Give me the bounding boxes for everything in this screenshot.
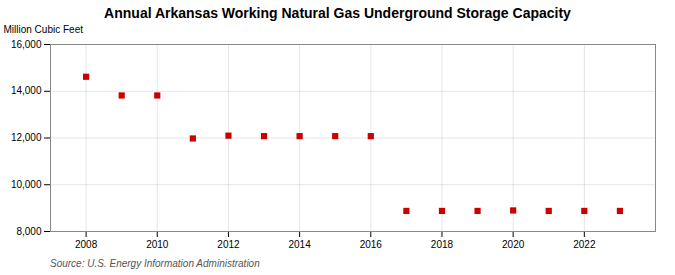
svg-text:2016: 2016 xyxy=(360,239,383,250)
svg-text:2008: 2008 xyxy=(75,239,98,250)
svg-text:2010: 2010 xyxy=(146,239,169,250)
svg-text:2018: 2018 xyxy=(431,239,454,250)
svg-text:14,000: 14,000 xyxy=(11,85,42,96)
html-text:Annual Arkansas Working Natura: Annual Arkansas Working Natural Gas Unde… xyxy=(104,5,571,21)
svg-text:2020: 2020 xyxy=(502,239,525,250)
svg-text:16,000: 16,000 xyxy=(11,39,42,50)
svg-text:12,000: 12,000 xyxy=(11,132,42,143)
html-text:Source: U.S. Energy Informatio: Source: U.S. Energy Information Administ… xyxy=(50,258,260,269)
svg-text:2022: 2022 xyxy=(573,239,596,250)
svg-text:10,000: 10,000 xyxy=(11,179,42,190)
svg-text:8,000: 8,000 xyxy=(16,226,41,237)
svg-text:2012: 2012 xyxy=(217,239,240,250)
svg-text:2014: 2014 xyxy=(288,239,311,250)
svg-text:Million Cubic Feet: Million Cubic Feet xyxy=(4,24,84,35)
